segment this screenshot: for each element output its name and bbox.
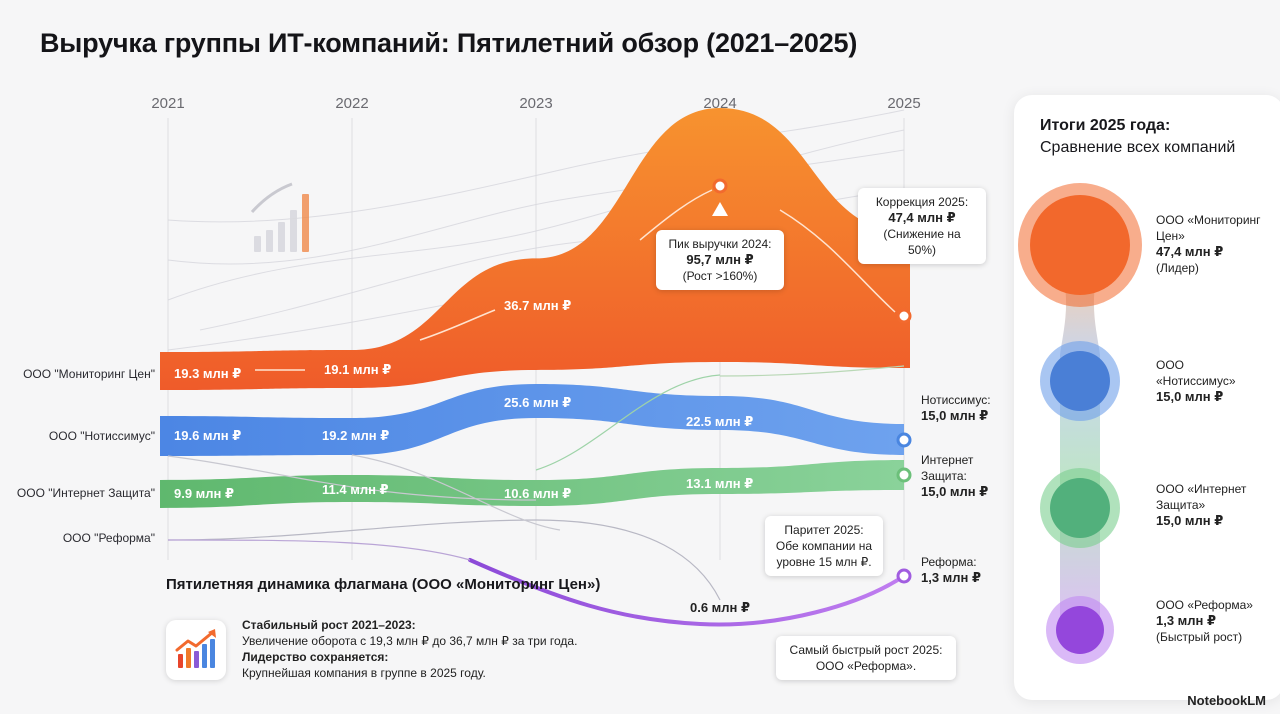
series-line-reforma-lead [167, 539, 471, 561]
brand-logo: NotebookLM [1187, 693, 1266, 708]
value-label: 10.6 млн ₽ [504, 486, 571, 501]
flow-connector [167, 455, 537, 501]
parity-callout: Паритет 2025: Обе компании на уровне 15 … [765, 516, 883, 576]
end-label-notissimus: Нотиссимус: 15,0 млн ₽ [921, 393, 991, 423]
panel-subtitle: Сравнение всех компаний [1040, 139, 1236, 156]
decorative-curve [167, 109, 905, 223]
summary-panel: Итоги 2025 года: Сравнение всех компаний… [1014, 95, 1280, 700]
series-band-monitoring [160, 107, 910, 390]
end-label-reforma: Реформа: 1,3 млн ₽ [921, 555, 982, 585]
flow-arrow [419, 309, 496, 341]
growth-chart-icon [166, 620, 226, 680]
flow-arrow [779, 209, 896, 313]
end-label-internet: Интернет Защита: 15,0 млн ₽ [921, 453, 989, 499]
flagship-heading-growth: Стабильный рост 2021–2023: [242, 618, 416, 632]
flagship-heading-leadership: Лидерство сохраняется: [242, 650, 389, 664]
year-tick-label: 2025 [887, 95, 920, 112]
year-tick-label: 2024 [703, 95, 736, 112]
value-label: 9.9 млн ₽ [174, 486, 234, 501]
flagship-text-growth: Увеличение оборота с 19,3 млн ₽ до 36,7 … [242, 634, 578, 648]
series-band-notissimus [160, 384, 904, 456]
value-label: 13.1 млн ₽ [686, 476, 753, 491]
page-title: Выручка группы ИТ-компаний: Пятилетний о… [40, 28, 858, 58]
fastest-callout: Самый быстрый рост 2025: ООО «Реформа». [776, 636, 956, 680]
flow-connector [719, 365, 905, 377]
decorative-bar [290, 210, 297, 252]
panel-item-notissimus: ООО «Нотиссимус» 15,0 млн ₽ [1156, 358, 1236, 404]
value-label: 36.7 млн ₽ [504, 298, 571, 313]
panel-item-reforma: ООО «Реформа» 1,3 млн ₽ (Быстрый рост) [1156, 598, 1253, 644]
peak-callout-pointer [712, 202, 728, 216]
stream-chart: 2021 2022 2023 2024 2025 ООО "Мониторинг Цен… [17, 95, 921, 627]
decorative-bar [254, 236, 261, 252]
value-label: 11.4 млн ₽ [322, 482, 389, 497]
notissimus-marker [896, 432, 912, 448]
flow-connector [535, 374, 721, 471]
value-label: 19.6 млн ₽ [174, 428, 241, 443]
internet-marker [896, 467, 912, 483]
series-name-label: ООО "Нотиссимус" [49, 429, 155, 443]
peak-callout: Пик выручки 2024: 95,7 млн ₽ (Рост >160%… [656, 230, 784, 290]
panel-item-monitoring: ООО «Мониторинг Цен» 47,4 млн ₽ (Лидер) [1156, 213, 1261, 275]
decorative-bar [266, 230, 273, 252]
value-label: 25.6 млн ₽ [504, 395, 571, 410]
series-band-internet [160, 460, 904, 508]
flow-connector [351, 454, 561, 531]
decorative-arrow [250, 182, 293, 214]
decorative-bar [302, 194, 309, 252]
correction-marker [896, 308, 912, 324]
year-tick-label: 2023 [519, 95, 552, 112]
flagship-text-leadership: Крупнейшая компания в группе в 2025 году… [242, 666, 486, 680]
year-tick-label: 2022 [335, 95, 368, 112]
value-label: 19.1 млн ₽ [324, 362, 391, 377]
correction-callout: Коррекция 2025: 47,4 млн ₽ (Снижение на … [858, 188, 986, 264]
flow-arrow [639, 189, 713, 241]
series-name-label: ООО "Реформа" [63, 531, 155, 545]
value-label: 22.5 млн ₽ [686, 414, 753, 429]
value-label: 19.3 млн ₽ [174, 366, 241, 381]
peak-marker [712, 178, 728, 194]
flagship-title: Пятилетняя динамика флагмана (ООО «Монит… [166, 576, 601, 593]
value-label: 0.6 млн ₽ [690, 600, 750, 615]
series-line-reforma [468, 558, 906, 627]
series-name-label: ООО "Мониторинг Цен" [23, 367, 155, 381]
flagship-summary: Пятилетняя динамика флагмана (ООО «Монит… [166, 575, 636, 680]
reforma-marker [896, 568, 912, 584]
flow-connector [167, 519, 721, 601]
decorative-bar [278, 222, 285, 252]
value-label: 19.2 млн ₽ [322, 428, 389, 443]
panel-title: Итоги 2025 года: [1040, 117, 1171, 134]
series-name-label: ООО "Интернет Защита" [17, 486, 155, 500]
panel-item-internet: ООО «Интернет Защита» 15,0 млн ₽ [1156, 482, 1247, 528]
year-tick-label: 2021 [151, 95, 184, 112]
summary-bubbles [1018, 183, 1142, 664]
